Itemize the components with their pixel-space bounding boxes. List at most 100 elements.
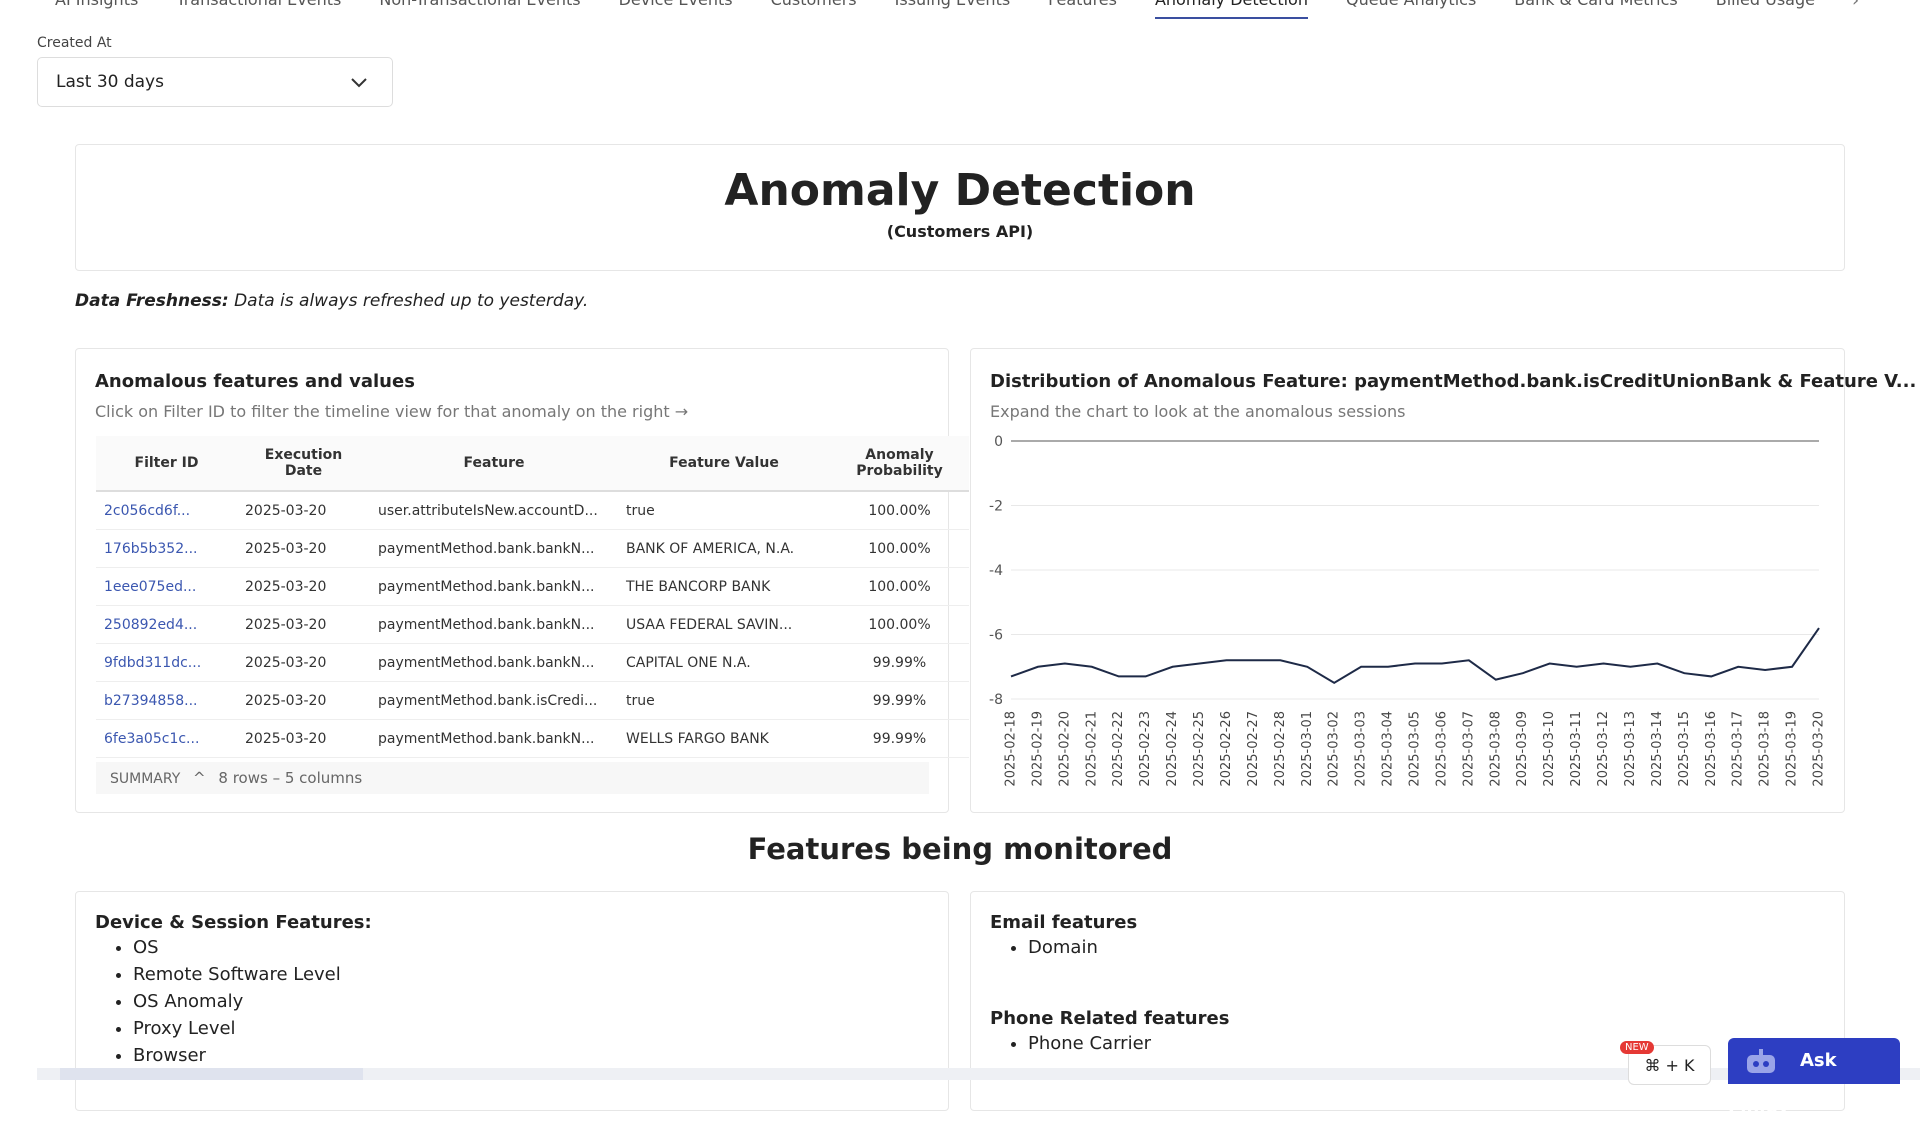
table-cell: THE BANCORP BANK [618,567,830,606]
column-header[interactable]: Feature Value [618,436,830,492]
tab[interactable]: Anomaly Detection [1154,0,1308,19]
card-subtitle: Click on Filter ID to filter the timelin… [95,402,689,421]
filter-id-link[interactable]: 2c056cd6f... [96,491,237,530]
freshness-note: Data Freshness: Data is always refreshed… [75,291,588,311]
table-row: 2c056cd6f... 2025-03-20 user.attributeIsNe… [96,491,969,530]
x-tick-label: 2025-03-15 [1677,711,1692,787]
table-row: 9fdbd311dc... 2025-03-20 paymentMethod.ban… [96,643,969,682]
table-cell: 100.00% [830,567,969,606]
filter-dropdown[interactable]: Last 30 days [37,57,393,107]
chart-subtitle: Expand the chart to look at the anomalou… [990,402,1406,421]
x-tick-label: 2025-02-24 [1165,711,1180,787]
filter-id-link[interactable]: 6fe3a05c1c... [96,719,237,758]
new-badge: NEW [1620,1041,1654,1054]
table-cell: 2025-03-20 [237,529,370,568]
x-tick-label: 2025-02-26 [1219,711,1234,787]
table-cell: WELLS FARGO BANK [618,719,830,758]
x-tick-label: 2025-03-16 [1704,711,1719,787]
table-header-row: Filter ID Execution Date Feature Feature Va… [96,436,969,492]
tab[interactable]: Bank & Card Metrics [1514,0,1677,19]
feature-item: Browser [133,1045,929,1072]
data-line [1010,627,1820,685]
page: AI Insights Transactional Events Non-Trans… [0,0,1920,1080]
filter-id-link[interactable]: 1eee075ed... [96,567,237,606]
filter-id-link[interactable]: 9fdbd311dc... [96,643,237,682]
column-header[interactable]: Anomaly Probability [830,436,969,492]
tab[interactable]: Non-Transactional Events [379,0,580,19]
column-header[interactable]: Feature [370,436,618,492]
tab[interactable]: Device Events [619,0,733,19]
x-tick-label: 2025-03-10 [1542,711,1557,787]
table-row: b27394858... 2025-03-20 paymentMethod.bank… [96,681,969,720]
table-cell: 100.00% [830,491,969,530]
y-tick-label: -4 [989,563,1003,579]
x-tick-label: 2025-02-18 [1004,711,1019,787]
x-tick-label: 2025-03-05 [1408,711,1423,787]
filter-value: Last 30 days [56,72,164,92]
table-row: 176b5b352... 2025-03-20 paymentMethod.bank… [96,529,969,568]
shortcut-text: ⌘ + K [1644,1056,1695,1075]
table-row: 250892ed4... 2025-03-20 paymentMethod.bank… [96,605,969,644]
tab[interactable]: Billed Usage [1716,0,1815,19]
feature-item: Proxy Level [133,1018,929,1045]
table-cell: true [618,681,830,720]
header-card: Anomaly Detection (Customers API) [75,144,1845,271]
tab[interactable]: Customers [771,0,857,19]
table-cell: 99.99% [830,719,969,758]
summary-label[interactable]: SUMMARY [110,771,181,787]
tab[interactable]: Features [1048,0,1117,19]
table-cell: 2025-03-20 [237,491,370,530]
bottom-strip [37,1068,1920,1080]
table-cell: 99.99% [830,681,969,720]
tab[interactable]: AI Insights [55,0,138,19]
feature-list: OSRemote Software LevelOS AnomalyProxy L… [95,937,929,1072]
filter-id-link[interactable]: 176b5b352... [96,529,237,568]
ask-finley-button[interactable]: Ask Finley [1728,1038,1900,1117]
filter-id-link[interactable]: b27394858... [96,681,237,720]
feature-item: Phone Carrier [1028,1033,1825,1060]
x-tick-label: 2025-03-20 [1812,711,1827,787]
column-header[interactable]: Execution Date [237,436,370,492]
table-cell: paymentMethod.bank.bankN... [370,529,618,568]
column-header[interactable]: Filter ID [96,436,237,492]
y-tick-label: -8 [989,692,1003,708]
card-heading: Device & Session Features: [95,912,372,933]
table-cell: paymentMethod.bank.bankN... [370,643,618,682]
tab[interactable]: Queue Analytics [1346,0,1476,19]
table-cell: paymentMethod.bank.bankN... [370,719,618,758]
chart-card: Distribution of Anomalous Feature: payme… [970,348,1916,813]
x-tick-label: 2025-02-23 [1138,711,1153,787]
table-cell: 2025-03-20 [237,681,370,720]
table-cell: true [618,491,830,530]
table-cell: 2025-03-20 [237,719,370,758]
x-tick-label: 2025-02-21 [1084,711,1099,787]
table-summary: SUMMARY ^ 8 rows – 5 columns [96,762,929,794]
x-tick-label: 2025-02-27 [1246,711,1261,787]
table-cell: 100.00% [830,529,969,568]
table-cell: 2025-03-20 [237,605,370,644]
x-tick-label: 2025-02-20 [1057,711,1072,787]
table-cell: 99.99% [830,643,969,682]
freshness-label: Data Freshness: [75,291,229,311]
filter-label: Created At [37,35,112,51]
x-tick-label: 2025-03-17 [1731,711,1746,787]
card-title: Anomalous features and values [95,371,415,392]
table-cell: 2025-03-20 [237,567,370,606]
tab[interactable]: Issuing Events [895,0,1011,19]
filter-id-link[interactable]: 250892ed4... [96,605,237,644]
x-tick-label: 2025-03-18 [1758,711,1773,787]
tab[interactable]: Transactional Events [176,0,341,19]
x-tick-label: 2025-03-14 [1650,711,1665,787]
y-tick-label: 0 [994,434,1003,450]
x-tick-label: 2025-03-06 [1434,711,1449,787]
tab-scroll-arrow[interactable]: › [1852,0,1860,11]
y-tick-label: -2 [989,499,1003,515]
table-cell: CAPITAL ONE N.A. [618,643,830,682]
x-tick-label: 2025-03-01 [1300,711,1315,787]
shortcut-box[interactable]: ⌘ + K [1628,1045,1711,1085]
card-heading: Phone Related features [990,1008,1230,1029]
table-cell: paymentMethod.bank.bankN... [370,605,618,644]
feature-list: Phone Carrier [990,1033,1825,1060]
feature-item: Remote Software Level [133,964,929,991]
